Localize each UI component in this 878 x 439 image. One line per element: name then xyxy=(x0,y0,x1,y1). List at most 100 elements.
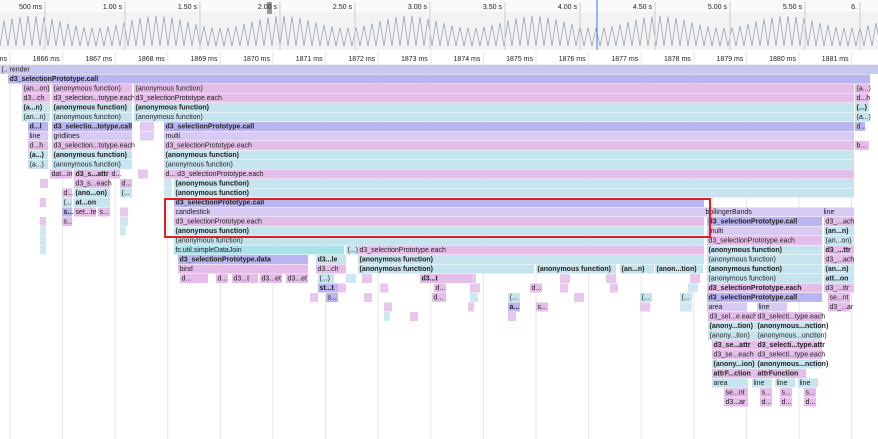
frame[interactable] xyxy=(52,160,132,169)
frame-slice[interactable] xyxy=(610,283,618,293)
frame-slice[interactable] xyxy=(346,274,356,283)
frame[interactable] xyxy=(756,312,822,321)
frame-slice[interactable] xyxy=(140,131,154,141)
frame[interactable] xyxy=(98,207,110,217)
frame[interactable] xyxy=(824,264,854,274)
frame[interactable] xyxy=(756,350,822,359)
frame-slice[interactable] xyxy=(140,122,154,131)
frame[interactable] xyxy=(707,283,822,293)
frame[interactable] xyxy=(756,359,822,369)
frame[interactable] xyxy=(620,264,654,274)
frame[interactable] xyxy=(752,378,772,388)
frame[interactable] xyxy=(318,274,334,283)
frame[interactable] xyxy=(760,388,772,397)
frame[interactable] xyxy=(8,74,870,84)
frame[interactable] xyxy=(346,245,358,255)
frame-slice[interactable] xyxy=(640,302,650,312)
frame[interactable] xyxy=(640,293,652,302)
frame-slice[interactable] xyxy=(688,283,698,293)
frame[interactable] xyxy=(822,207,854,217)
frame-slice[interactable] xyxy=(120,217,128,226)
frame[interactable] xyxy=(164,141,854,150)
frame-slice[interactable] xyxy=(364,293,372,302)
frame-slice[interactable] xyxy=(680,302,692,312)
frame[interactable] xyxy=(655,264,703,274)
frame-slice[interactable] xyxy=(384,312,390,321)
frame[interactable] xyxy=(120,188,132,198)
frame-slice[interactable] xyxy=(138,169,148,179)
frame[interactable] xyxy=(780,388,792,397)
frame[interactable] xyxy=(28,160,48,169)
frame[interactable] xyxy=(824,283,854,293)
frame[interactable] xyxy=(855,122,865,131)
frame[interactable] xyxy=(712,359,756,369)
frame[interactable] xyxy=(824,226,854,236)
frame[interactable] xyxy=(74,198,110,207)
frame[interactable] xyxy=(134,93,854,103)
frame[interactable] xyxy=(174,179,854,188)
frame[interactable] xyxy=(824,236,854,245)
frame[interactable] xyxy=(708,321,756,331)
frame[interactable] xyxy=(704,207,822,217)
frame[interactable] xyxy=(536,302,548,312)
frame[interactable] xyxy=(52,150,132,160)
frame[interactable] xyxy=(828,302,850,312)
frame-slice[interactable] xyxy=(560,283,568,293)
frame[interactable] xyxy=(52,84,132,93)
frame[interactable] xyxy=(707,226,822,236)
frame-slice[interactable] xyxy=(40,179,48,188)
frame-slice[interactable] xyxy=(40,198,46,207)
frame[interactable] xyxy=(164,160,854,169)
frame[interactable] xyxy=(52,112,132,122)
frame[interactable] xyxy=(174,236,704,245)
frame[interactable] xyxy=(110,169,120,179)
frame[interactable] xyxy=(180,274,208,283)
frame-slice[interactable] xyxy=(574,293,584,302)
frame[interactable] xyxy=(358,255,704,264)
frame[interactable] xyxy=(708,331,756,340)
frame[interactable] xyxy=(216,274,228,283)
frame[interactable] xyxy=(712,369,756,378)
frame[interactable] xyxy=(286,274,308,283)
frame[interactable] xyxy=(824,217,854,226)
frame[interactable] xyxy=(28,150,48,160)
frame[interactable] xyxy=(0,65,8,74)
frame[interactable] xyxy=(120,179,132,188)
frame-slice[interactable] xyxy=(380,283,388,293)
selection-handle[interactable] xyxy=(267,2,272,14)
frame-slice[interactable] xyxy=(690,274,700,283)
frame[interactable] xyxy=(757,302,787,312)
frame[interactable] xyxy=(828,293,850,302)
frame[interactable] xyxy=(74,188,110,198)
frame[interactable] xyxy=(798,378,818,388)
frame[interactable] xyxy=(420,274,472,283)
frame[interactable] xyxy=(22,112,50,122)
frame-slice[interactable] xyxy=(410,312,418,321)
frame[interactable] xyxy=(28,122,48,131)
frame[interactable] xyxy=(174,207,704,217)
frame[interactable] xyxy=(316,264,346,274)
frame[interactable] xyxy=(536,264,616,274)
frame[interactable] xyxy=(824,245,854,255)
frame-slice[interactable] xyxy=(40,245,46,255)
frame-slice[interactable] xyxy=(362,274,372,283)
frame-slice[interactable] xyxy=(508,312,516,321)
frame[interactable] xyxy=(134,112,854,122)
frame-slice[interactable] xyxy=(120,207,128,217)
frame[interactable] xyxy=(62,207,72,217)
frame[interactable] xyxy=(260,274,282,283)
frame[interactable] xyxy=(52,103,132,112)
frame[interactable] xyxy=(712,350,756,359)
frame[interactable] xyxy=(824,255,854,264)
frame[interactable] xyxy=(178,264,308,274)
frame[interactable] xyxy=(855,141,869,150)
frame[interactable] xyxy=(707,302,747,312)
frame[interactable] xyxy=(804,397,816,407)
frame[interactable] xyxy=(52,131,132,141)
frame-slice[interactable] xyxy=(468,302,474,312)
frame[interactable] xyxy=(164,150,854,160)
frame[interactable] xyxy=(508,293,520,302)
frame-slice[interactable] xyxy=(120,226,126,236)
frame[interactable] xyxy=(712,378,748,388)
frame-slice[interactable] xyxy=(164,188,172,198)
